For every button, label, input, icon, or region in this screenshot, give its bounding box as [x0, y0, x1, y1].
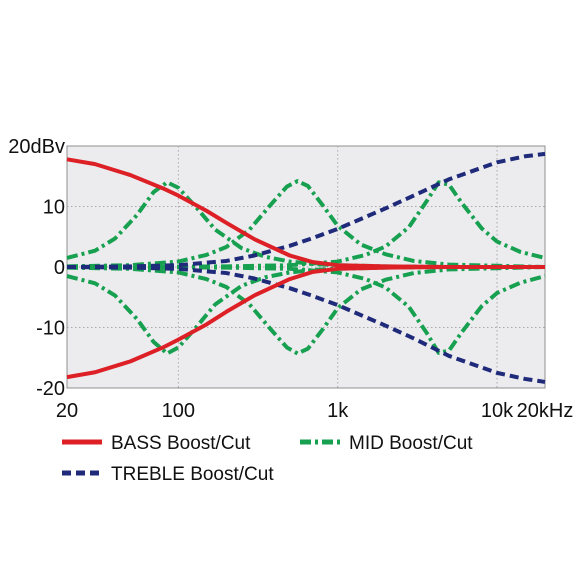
mid-curve: [66, 180, 546, 269]
y-tick-label: 20dBv: [8, 136, 65, 158]
legend-label-treble: TREBLE Boost/Cut: [111, 464, 274, 485]
mid-curve: [66, 265, 546, 355]
x-tick-label: 10k: [481, 400, 514, 422]
treble-curve: [66, 265, 546, 384]
legend: BASS Boost/Cut MID Boost/Cut TREBLE Boost/…: [62, 433, 473, 485]
x-tick-label: 20kHz: [517, 400, 574, 422]
curves: [66, 151, 546, 384]
x-tick-label: 100: [162, 400, 195, 422]
legend-label-mid: MID Boost/Cut: [349, 433, 473, 454]
y-tick-label: -20: [36, 378, 65, 400]
bass-curve: [66, 265, 545, 380]
y-tick-label: -10: [36, 318, 65, 340]
mid-curve: [66, 180, 545, 269]
treble-curve: [66, 151, 546, 269]
x-tick-label: 20: [56, 400, 78, 422]
y-tick-label: 10: [43, 197, 65, 219]
mid-curve: [66, 179, 546, 269]
legend-label-bass: BASS Boost/Cut: [111, 433, 251, 454]
y-tick-label: 0: [54, 257, 65, 279]
x-tick-label: 1k: [327, 400, 349, 422]
